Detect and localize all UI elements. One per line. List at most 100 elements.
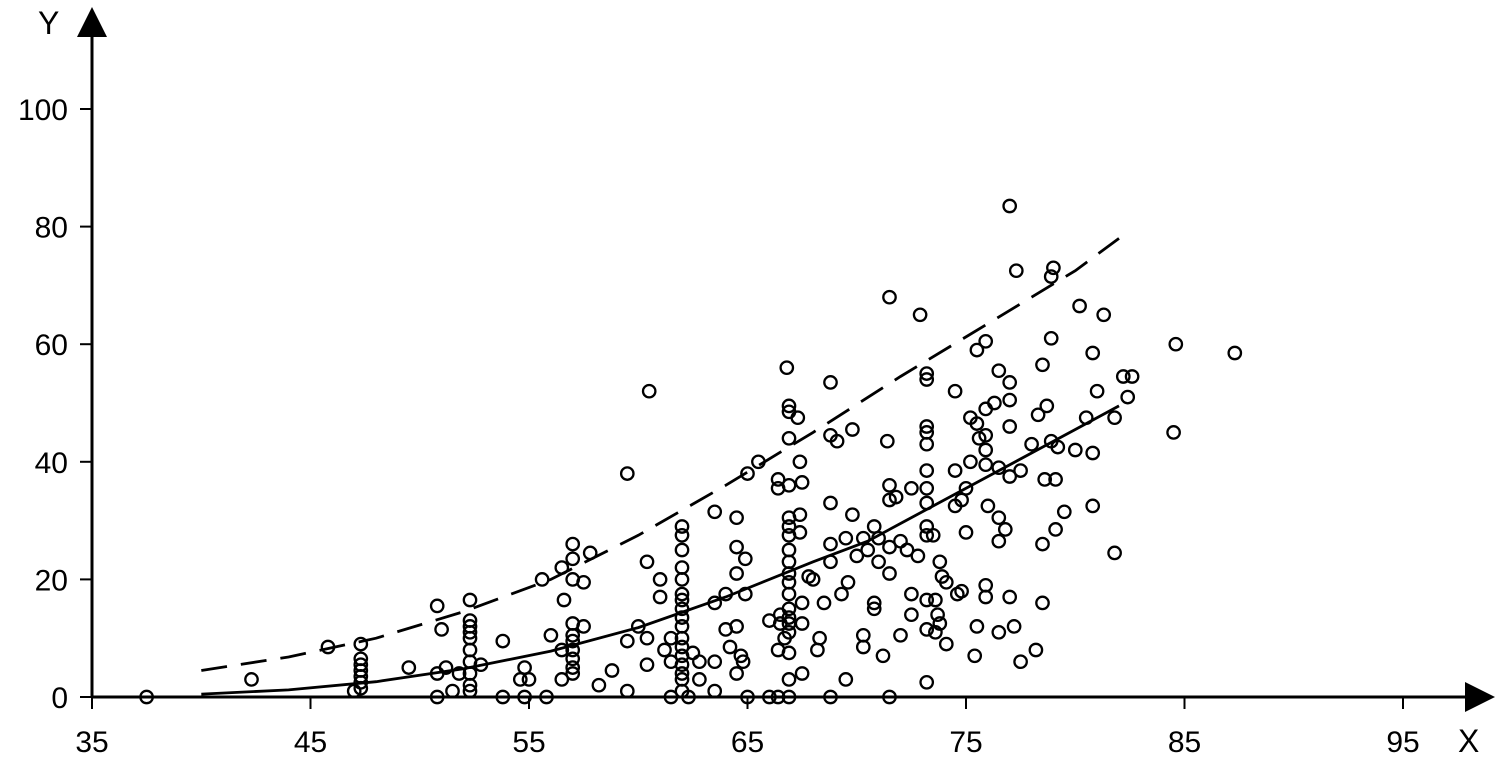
data-point <box>919 495 935 511</box>
data-point <box>521 672 537 687</box>
data-point <box>919 592 935 608</box>
data-point <box>866 601 882 617</box>
scatter-points <box>139 198 1243 705</box>
data-point <box>823 554 838 570</box>
data-point <box>674 601 690 617</box>
data-point <box>1085 498 1101 514</box>
data-point <box>1039 398 1055 414</box>
data-point <box>770 689 786 705</box>
data-point <box>875 648 891 664</box>
data-point <box>834 586 849 602</box>
data-point <box>969 619 985 634</box>
data-point <box>978 577 994 593</box>
data-point <box>1078 410 1094 426</box>
data-point <box>139 689 154 705</box>
data-point <box>674 560 690 575</box>
data-point <box>947 463 963 478</box>
data-point <box>991 363 1007 379</box>
data-point <box>674 619 690 634</box>
data-point <box>978 589 994 605</box>
data-point <box>794 475 810 490</box>
data-point <box>434 622 449 637</box>
solid-fit-curve <box>201 404 1120 696</box>
data-point <box>919 372 935 387</box>
y-tick-label: 0 <box>51 682 68 715</box>
data-point <box>539 689 554 705</box>
axes: 35 45 55 65 75 85 95 0 20 40 60 80 100 <box>18 7 1495 759</box>
data-point <box>1008 263 1024 279</box>
data-point <box>657 642 672 658</box>
data-point <box>781 574 797 590</box>
data-point <box>919 622 935 637</box>
data-point <box>781 601 797 617</box>
data-point <box>794 666 810 681</box>
data-point <box>674 639 690 655</box>
data-point <box>855 639 871 655</box>
data-point <box>781 542 797 558</box>
data-point <box>401 660 417 675</box>
data-point <box>919 463 935 478</box>
data-point <box>879 433 895 449</box>
data-point <box>534 572 550 587</box>
data-point <box>932 616 948 631</box>
data-point <box>1035 357 1050 373</box>
y-tick-label: 20 <box>35 564 68 597</box>
data-point <box>674 657 690 673</box>
data-point <box>1028 642 1044 658</box>
data-point <box>1024 436 1039 452</box>
data-point <box>781 689 797 705</box>
data-point <box>928 592 943 608</box>
data-point <box>1120 389 1136 405</box>
data-point <box>722 639 738 655</box>
data-point <box>1166 425 1181 440</box>
data-point <box>893 533 908 549</box>
data-point <box>1089 383 1105 399</box>
data-point <box>663 689 679 705</box>
data-point <box>1085 345 1101 361</box>
data-point <box>840 574 856 590</box>
data-point <box>871 530 886 546</box>
data-point <box>1168 336 1184 352</box>
data-point <box>681 689 696 705</box>
data-point <box>451 666 467 681</box>
data-point <box>904 607 919 623</box>
data-point <box>882 477 897 493</box>
data-point <box>1107 410 1122 426</box>
data-point <box>860 542 876 558</box>
data-point <box>1043 330 1059 346</box>
data-point <box>353 651 369 667</box>
data-point <box>1035 536 1050 552</box>
data-point <box>1056 504 1072 520</box>
data-point <box>810 642 825 658</box>
data-point <box>729 619 744 634</box>
data-point <box>707 683 723 699</box>
data-point <box>565 551 581 567</box>
data-point <box>604 663 620 678</box>
data-point <box>565 536 581 552</box>
x-tick-label: 85 <box>1168 726 1201 759</box>
data-point <box>429 689 445 705</box>
data-point <box>652 589 668 605</box>
data-point <box>1046 260 1061 276</box>
x-tick-label: 75 <box>949 726 982 759</box>
data-point <box>1002 375 1018 390</box>
data-point <box>582 545 598 561</box>
data-point <box>554 672 570 687</box>
data-point <box>729 510 744 526</box>
data-point <box>707 595 723 611</box>
data-point <box>353 636 369 652</box>
data-point <box>925 527 941 543</box>
data-point <box>641 383 657 399</box>
data-point <box>619 466 635 481</box>
x-tick-label: 65 <box>731 726 764 759</box>
data-point <box>904 586 919 602</box>
data-point <box>674 592 690 608</box>
data-point <box>1030 407 1046 423</box>
data-point <box>899 542 915 558</box>
data-point <box>781 672 797 687</box>
data-point <box>576 574 591 590</box>
data-point <box>963 454 978 470</box>
data-point <box>495 689 511 705</box>
data-point <box>829 433 845 449</box>
